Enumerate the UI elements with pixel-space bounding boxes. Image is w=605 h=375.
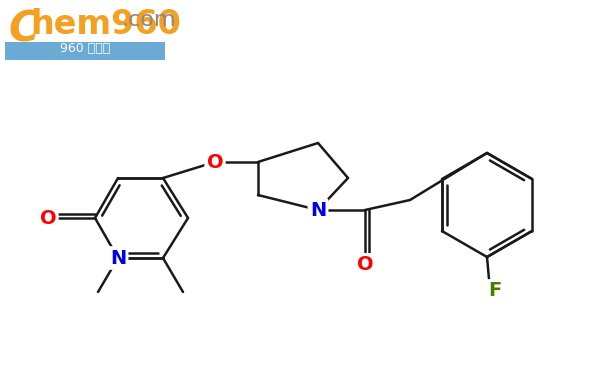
Text: F: F	[488, 282, 502, 300]
Text: C: C	[8, 8, 39, 50]
Text: 960 化工网: 960 化工网	[60, 42, 110, 54]
Text: O: O	[357, 255, 373, 274]
Text: hem960: hem960	[30, 8, 181, 41]
Text: .com: .com	[122, 10, 177, 30]
Text: N: N	[310, 201, 326, 219]
FancyBboxPatch shape	[5, 42, 165, 60]
Text: N: N	[110, 249, 126, 267]
Text: O: O	[40, 209, 56, 228]
Text: O: O	[207, 153, 223, 171]
